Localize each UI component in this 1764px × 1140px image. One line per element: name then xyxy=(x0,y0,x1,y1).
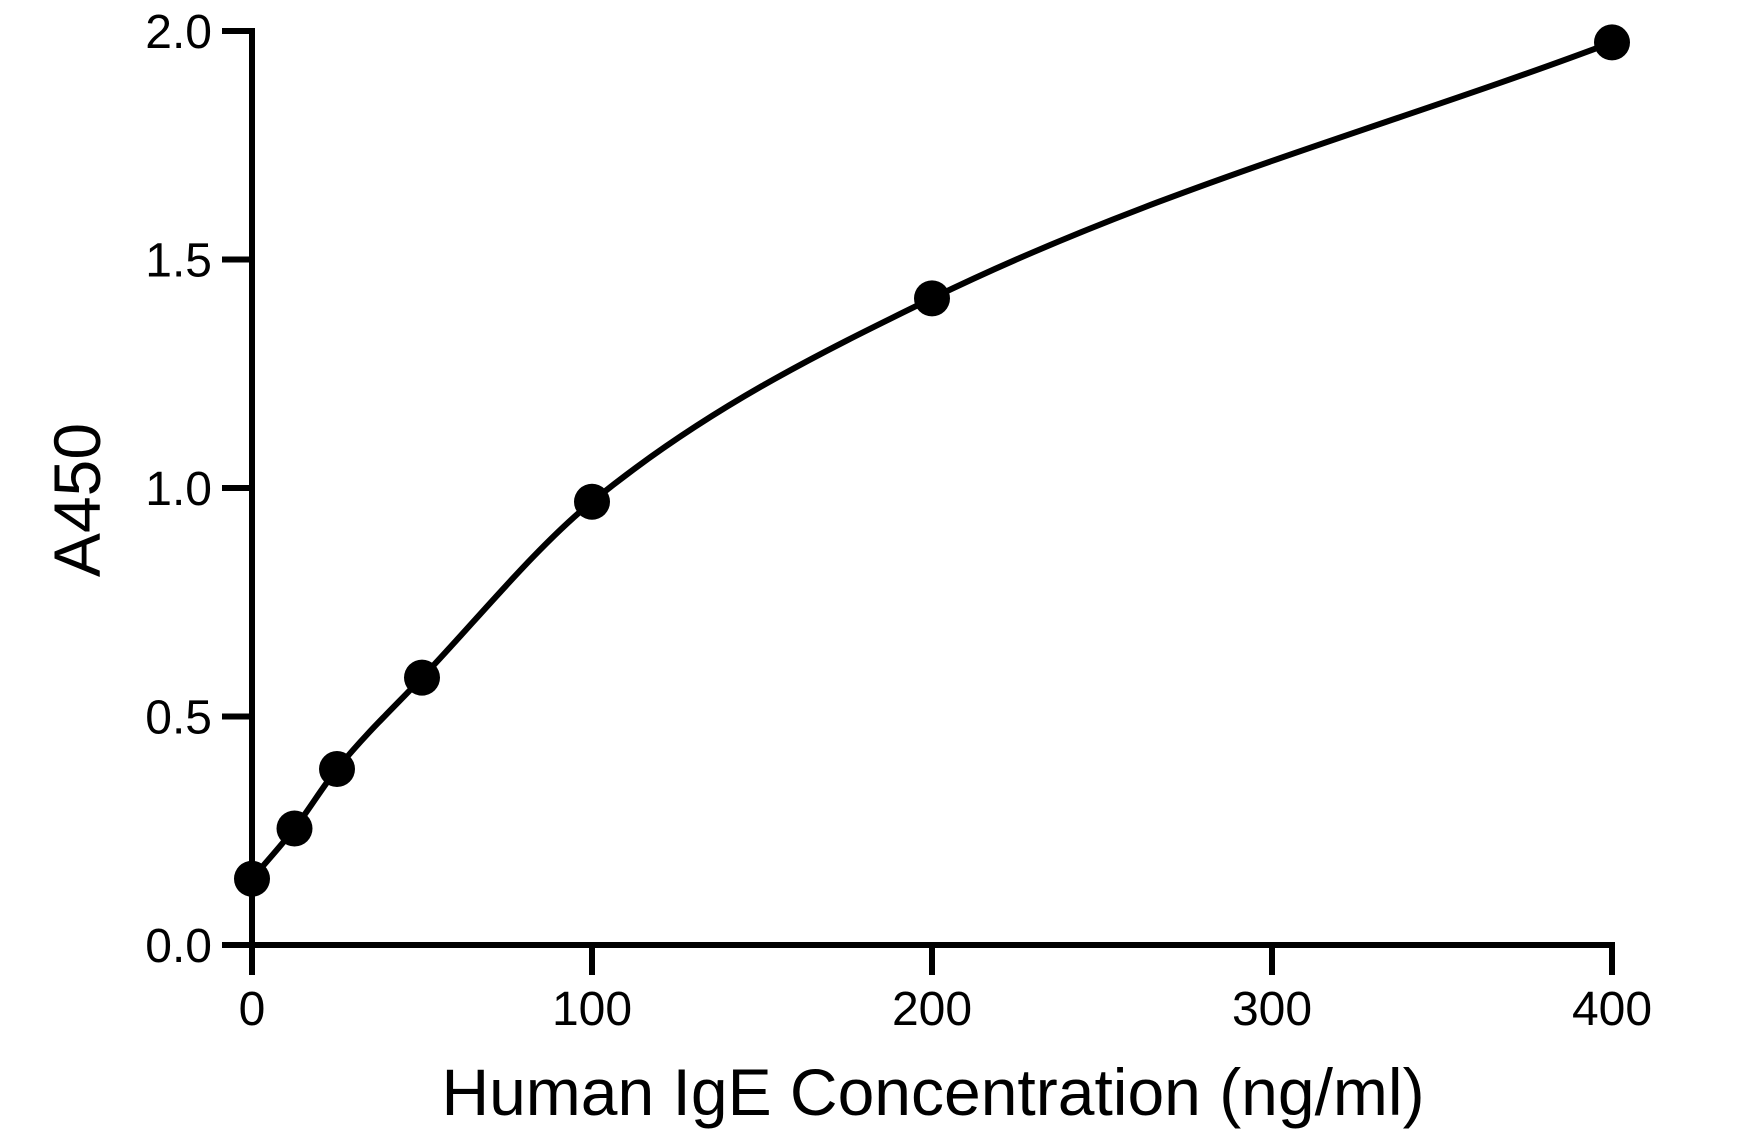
data-point xyxy=(914,280,950,317)
data-point xyxy=(574,483,610,520)
data-points-layer xyxy=(234,24,1630,897)
x-tick-label: 300 xyxy=(1232,983,1312,1036)
ticks-layer: 0.0 0.5 1.0 1.5 2.0 0 100 200 300 400 xyxy=(145,6,1652,1036)
x-tick-label: 200 xyxy=(892,983,972,1036)
x-tick-label: 400 xyxy=(1572,983,1652,1036)
fit-curve-layer xyxy=(249,39,1614,881)
data-point xyxy=(1594,24,1630,61)
y-tick-label: 0.0 xyxy=(145,920,212,973)
y-tick-label: 0.5 xyxy=(145,692,212,745)
x-tick-label: 100 xyxy=(552,983,632,1036)
y-tick-label: 1.0 xyxy=(145,463,212,516)
data-point xyxy=(319,751,355,788)
fit-curve xyxy=(249,39,1614,881)
x-axis-title: Human IgE Concentration (ng/ml) xyxy=(441,1055,1424,1129)
y-axis-title: A450 xyxy=(40,423,114,577)
y-tick-label: 1.5 xyxy=(145,235,212,288)
axes-layer xyxy=(249,28,1615,948)
x-tick-label: 0 xyxy=(239,983,266,1036)
data-point xyxy=(404,659,440,696)
data-point xyxy=(276,810,313,847)
y-tick-label: 2.0 xyxy=(145,6,212,59)
